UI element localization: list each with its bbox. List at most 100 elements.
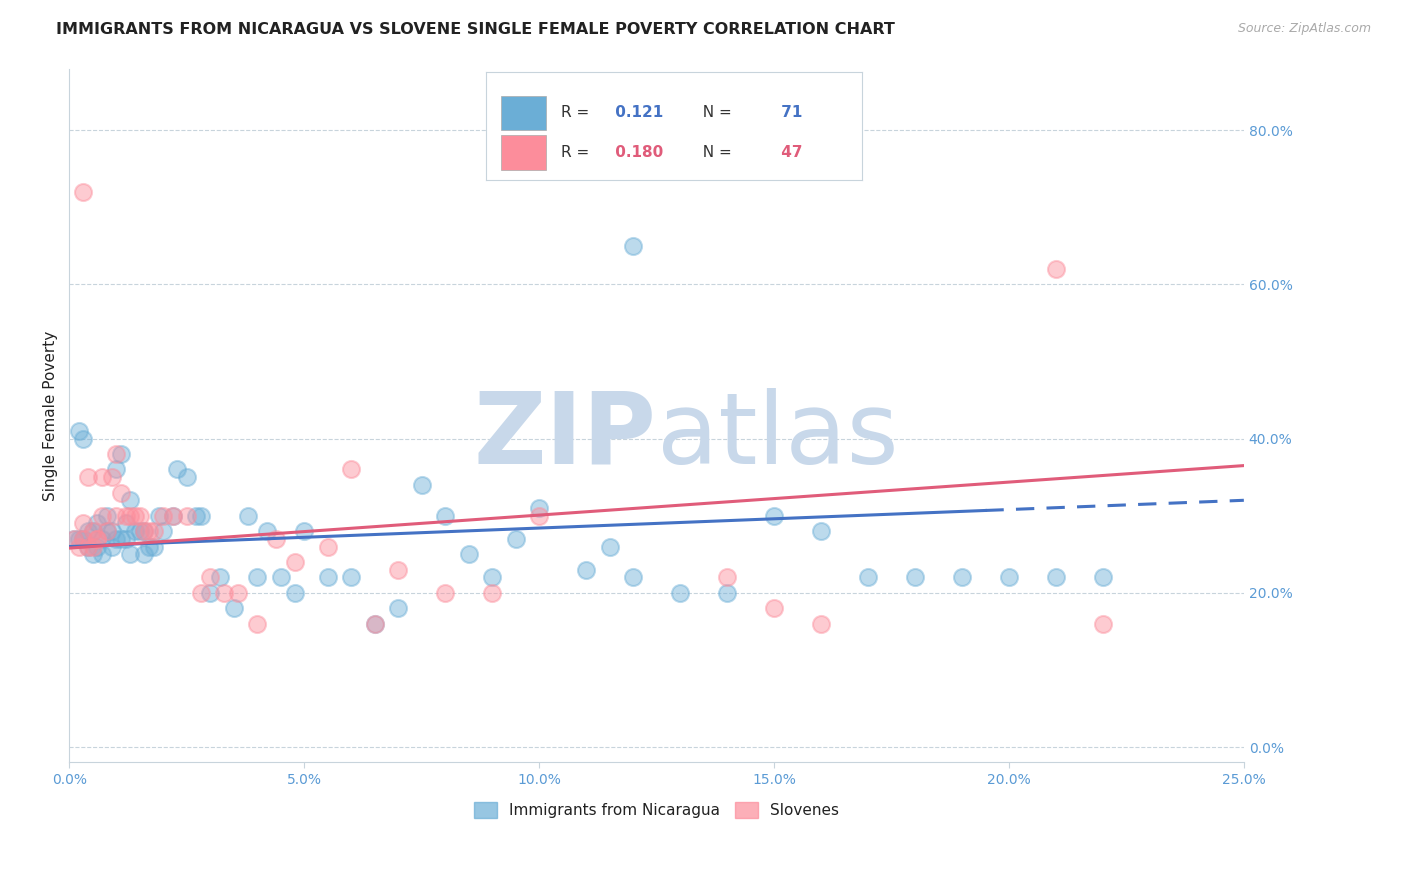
Legend: Immigrants from Nicaragua, Slovenes: Immigrants from Nicaragua, Slovenes	[468, 796, 845, 824]
Point	[134, 524, 156, 538]
Point	[505, 532, 527, 546]
Point	[190, 586, 212, 600]
Point	[457, 547, 479, 561]
Point	[176, 470, 198, 484]
Point	[575, 563, 598, 577]
Point	[316, 540, 339, 554]
Point	[82, 524, 104, 538]
Point	[77, 540, 100, 554]
Point	[152, 524, 174, 538]
Point	[810, 616, 832, 631]
Point	[162, 508, 184, 523]
Point	[292, 524, 315, 538]
Point	[134, 524, 156, 538]
Point	[856, 570, 879, 584]
Text: Source: ZipAtlas.com: Source: ZipAtlas.com	[1237, 22, 1371, 36]
Point	[91, 547, 114, 561]
Point	[96, 508, 118, 523]
Point	[387, 563, 409, 577]
Point	[63, 532, 86, 546]
Point	[86, 516, 108, 531]
Point	[527, 501, 550, 516]
Point	[198, 570, 221, 584]
Point	[481, 570, 503, 584]
Point	[114, 532, 136, 546]
Point	[77, 540, 100, 554]
Point	[110, 532, 132, 546]
Point	[340, 462, 363, 476]
Point	[716, 586, 738, 600]
Point	[96, 524, 118, 538]
Point	[67, 532, 90, 546]
Point	[77, 470, 100, 484]
Point	[142, 540, 165, 554]
Point	[105, 508, 128, 523]
Point	[270, 570, 292, 584]
Point	[67, 424, 90, 438]
Point	[120, 508, 142, 523]
Point	[114, 516, 136, 531]
Point	[621, 239, 644, 253]
Point	[208, 570, 231, 584]
Point	[86, 532, 108, 546]
Point	[1091, 616, 1114, 631]
Point	[950, 570, 973, 584]
Point	[72, 532, 94, 546]
Point	[86, 540, 108, 554]
Text: IMMIGRANTS FROM NICARAGUA VS SLOVENE SINGLE FEMALE POVERTY CORRELATION CHART: IMMIGRANTS FROM NICARAGUA VS SLOVENE SIN…	[56, 22, 896, 37]
Point	[387, 601, 409, 615]
Point	[142, 524, 165, 538]
Point	[762, 508, 785, 523]
Point	[264, 532, 287, 546]
Point	[86, 532, 108, 546]
Point	[669, 586, 692, 600]
Point	[105, 462, 128, 476]
Point	[176, 508, 198, 523]
Point	[67, 540, 90, 554]
Point	[810, 524, 832, 538]
Point	[1045, 262, 1067, 277]
Point	[363, 616, 385, 631]
Point	[100, 470, 122, 484]
Point	[100, 524, 122, 538]
Point	[82, 524, 104, 538]
Y-axis label: Single Female Poverty: Single Female Poverty	[44, 330, 58, 500]
Point	[96, 524, 118, 538]
Point	[434, 586, 457, 600]
Point	[138, 524, 160, 538]
Point	[236, 508, 259, 523]
Point	[481, 586, 503, 600]
Point	[124, 524, 146, 538]
Point	[91, 470, 114, 484]
Point	[91, 508, 114, 523]
Point	[256, 524, 278, 538]
Point	[120, 547, 142, 561]
Point	[138, 540, 160, 554]
Point	[72, 185, 94, 199]
Point	[91, 532, 114, 546]
Point	[1045, 570, 1067, 584]
Point	[110, 485, 132, 500]
Point	[228, 586, 250, 600]
Point	[82, 547, 104, 561]
Point	[166, 462, 188, 476]
Point	[246, 570, 269, 584]
Point	[128, 508, 150, 523]
Point	[222, 601, 245, 615]
Point	[527, 508, 550, 523]
Point	[599, 540, 621, 554]
Point	[152, 508, 174, 523]
Point	[434, 508, 457, 523]
Point	[148, 508, 170, 523]
Point	[134, 547, 156, 561]
Point	[124, 508, 146, 523]
Point	[214, 586, 236, 600]
Point	[340, 570, 363, 584]
Point	[82, 540, 104, 554]
Point	[1091, 570, 1114, 584]
Point	[114, 508, 136, 523]
Point	[411, 478, 433, 492]
Point	[284, 555, 307, 569]
Point	[184, 508, 207, 523]
Point	[904, 570, 927, 584]
